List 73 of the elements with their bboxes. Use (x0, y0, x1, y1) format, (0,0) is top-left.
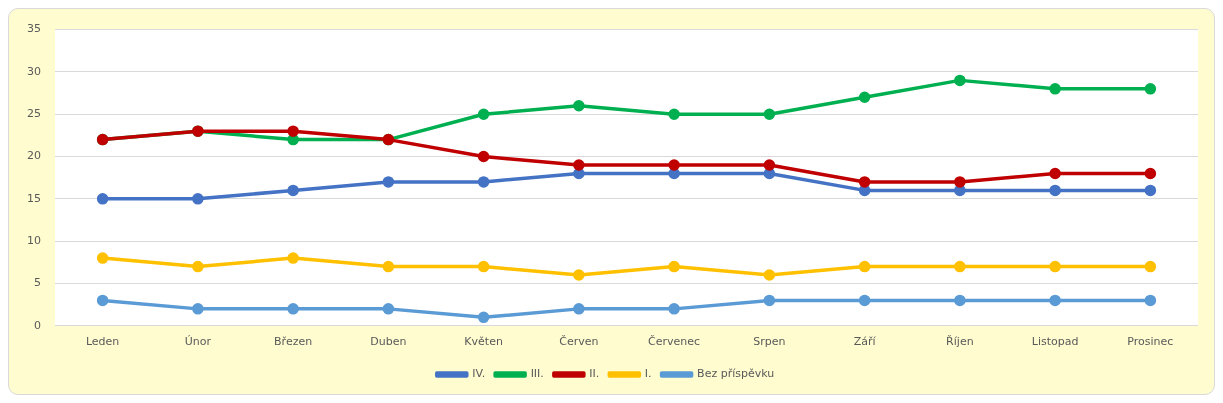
point (858, 176, 871, 188)
point (668, 260, 680, 273)
point (477, 260, 490, 273)
point (763, 108, 776, 120)
y-tick-label: 10 (27, 234, 41, 248)
point (287, 252, 299, 264)
point (96, 252, 109, 264)
x-tick-label: Březen (274, 335, 313, 349)
x-tick-label: Srpen (753, 335, 786, 349)
legend-label: II. (589, 367, 600, 381)
point (1049, 83, 1061, 95)
point (192, 260, 204, 273)
point (858, 91, 871, 104)
point (1049, 184, 1061, 197)
point (763, 294, 776, 307)
legend-label: Bez příspěvku (697, 367, 775, 381)
point (382, 303, 395, 315)
x-tick-label: Listopad (1031, 335, 1079, 349)
point (1144, 83, 1157, 95)
legend-label: III. (530, 367, 544, 381)
point (573, 100, 585, 112)
point (1049, 260, 1061, 273)
y-tick-label: 30 (27, 64, 41, 78)
point (287, 184, 299, 197)
point (1049, 294, 1061, 307)
x-tick-label: Říjen (946, 335, 974, 349)
point (668, 159, 680, 171)
point (1144, 184, 1157, 197)
point (477, 150, 490, 163)
x-tick-label: Duben (370, 335, 407, 349)
x-tick-label: Únor (184, 335, 212, 349)
point (668, 108, 680, 120)
x-tick-label: Leden (85, 335, 120, 349)
point (573, 269, 585, 281)
y-tick-label: 25 (27, 107, 41, 121)
point (954, 74, 966, 87)
point (96, 294, 109, 307)
point (954, 294, 966, 307)
point (954, 260, 966, 273)
y-tick-label: 15 (27, 191, 41, 205)
point (763, 159, 776, 171)
x-tick-label: Červen (559, 335, 599, 349)
y-tick-label: 20 (27, 149, 41, 163)
point (192, 193, 204, 205)
y-tick-label: 35 (27, 22, 41, 36)
point (192, 303, 204, 315)
x-tick-label: Prosinec (1127, 335, 1174, 349)
point (858, 260, 871, 273)
point (477, 311, 490, 324)
x-tick-label: Září (853, 335, 877, 349)
point (858, 294, 871, 307)
point (573, 303, 585, 315)
x-tick-label: Červenec (648, 335, 701, 349)
point (382, 176, 395, 188)
point (96, 193, 109, 205)
point (668, 303, 680, 315)
point (573, 159, 585, 171)
point (1144, 260, 1157, 273)
point (954, 176, 966, 188)
x-tick-label: Květen (464, 335, 503, 349)
point (287, 125, 299, 137)
point (382, 260, 395, 273)
point (477, 108, 490, 120)
point (477, 176, 490, 188)
point (287, 303, 299, 315)
point (1144, 167, 1157, 180)
point (763, 269, 776, 281)
point (1049, 167, 1061, 180)
y-tick-label: 0 (34, 318, 41, 332)
legend-label: IV. (472, 367, 486, 381)
y-tick-label: 5 (34, 276, 41, 290)
point (1144, 294, 1157, 307)
legend-label: I. (644, 367, 652, 381)
